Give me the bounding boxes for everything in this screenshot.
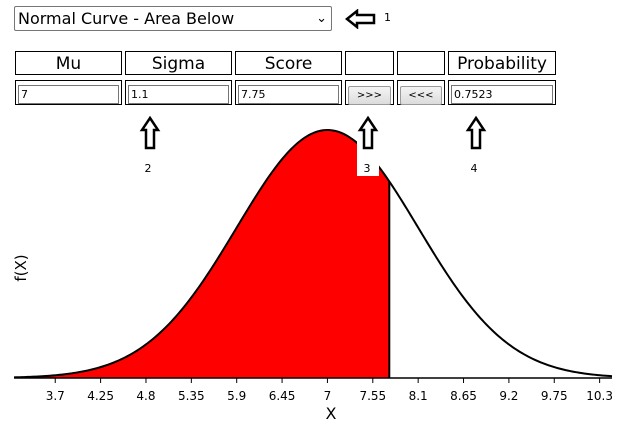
back-cell: <<< bbox=[397, 80, 445, 105]
score-header: Score bbox=[235, 51, 342, 75]
chevron-down-icon: ⌄ bbox=[316, 11, 327, 26]
shaded-area bbox=[14, 130, 390, 378]
annotation-arrow-left-icon bbox=[345, 9, 376, 29]
x-tick-label: 4.8 bbox=[136, 389, 155, 403]
mu-header: Mu bbox=[15, 51, 122, 75]
x-tick-label: 10.3 bbox=[586, 389, 613, 403]
mu-input[interactable] bbox=[18, 85, 119, 104]
y-axis-label: f(X) bbox=[12, 254, 30, 281]
distribution-select[interactable]: Normal Curve - Area Below ⌄ bbox=[14, 6, 332, 31]
forward-cell: >>> bbox=[345, 80, 394, 105]
density-curve bbox=[13, 128, 613, 379]
mu-cell bbox=[15, 80, 122, 105]
annotation-arrow-up-icon bbox=[139, 115, 161, 150]
score-cell bbox=[235, 80, 342, 105]
sigma-input[interactable] bbox=[128, 85, 229, 104]
distribution-select-value: Normal Curve - Area Below bbox=[18, 9, 235, 28]
x-tick-label: 4.25 bbox=[87, 389, 114, 403]
x-tick-label: 9.75 bbox=[541, 389, 568, 403]
x-tick-label: 5.35 bbox=[178, 389, 205, 403]
back-header-cell bbox=[397, 51, 445, 75]
probability-input[interactable] bbox=[451, 85, 553, 104]
compute-score-button[interactable]: <<< bbox=[400, 86, 442, 105]
annotation-label-4: 4 bbox=[471, 162, 478, 175]
x-tick-label: 5.9 bbox=[227, 389, 246, 403]
x-tick-label: 3.7 bbox=[46, 389, 65, 403]
x-tick-label: 6.45 bbox=[269, 389, 296, 403]
annotation-arrow-up-icon bbox=[357, 115, 379, 150]
compute-probability-button[interactable]: >>> bbox=[348, 86, 391, 105]
x-tick-label: 8.1 bbox=[409, 389, 428, 403]
probability-header: Probability bbox=[448, 51, 556, 75]
x-tick-label: 7 bbox=[324, 389, 332, 403]
x-tick-label: 9.2 bbox=[499, 389, 518, 403]
annotation-arrow-up-icon bbox=[465, 115, 487, 150]
x-tick-label: 7.55 bbox=[359, 389, 386, 403]
sigma-cell bbox=[125, 80, 232, 105]
x-axis-label: X bbox=[326, 404, 337, 423]
annotation-label-2: 2 bbox=[145, 162, 152, 175]
annotation-label-1: 1 bbox=[384, 11, 391, 24]
annotation-label-3: 3 bbox=[364, 162, 371, 175]
forward-header-cell bbox=[345, 51, 394, 75]
x-tick-label: 8.65 bbox=[450, 389, 477, 403]
probability-cell bbox=[448, 80, 556, 105]
score-input[interactable] bbox=[238, 85, 339, 104]
sigma-header: Sigma bbox=[125, 51, 232, 75]
x-axis-ticks: 3.7 4.25 4.8 5.35 5.9 6.45 7 7.55 8.1 8.65 9.2 9.75… bbox=[46, 378, 613, 403]
